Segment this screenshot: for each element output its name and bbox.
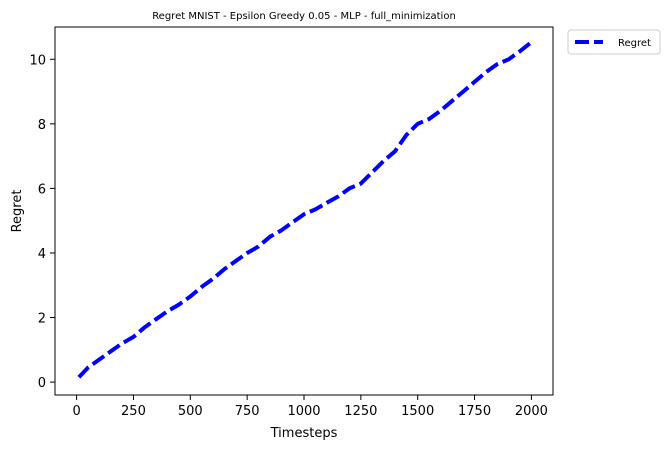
x-tick-label: 1750 (458, 404, 491, 419)
x-tick-label: 1250 (344, 404, 377, 419)
y-axis-label: Regret (10, 190, 25, 233)
y-tick-label: 8 (38, 118, 46, 133)
plot-area (77, 41, 532, 379)
x-tick-label: 1500 (401, 404, 434, 419)
y-tick-label: 6 (38, 182, 46, 197)
y-tick-label: 4 (38, 247, 46, 262)
x-axis: 0 250 500 750 1000 1250 1500 1750 2000 (72, 395, 548, 419)
regret-series-line (77, 41, 532, 379)
legend: Regret (567, 29, 661, 55)
chart-title: Regret MNIST - Epsilon Greedy 0.05 - MLP… (152, 11, 456, 22)
x-tick-label: 250 (121, 404, 146, 419)
x-axis-label: Timesteps (270, 426, 338, 441)
y-tick-label: 0 (38, 376, 46, 391)
x-tick-label: 750 (235, 404, 260, 419)
y-tick-label: 10 (29, 53, 46, 68)
legend-label: Regret (618, 38, 651, 49)
legend-box (567, 29, 661, 55)
x-tick-label: 500 (178, 404, 203, 419)
x-tick-label: 1000 (287, 404, 320, 419)
y-axis: 0 2 4 6 8 10 (29, 53, 55, 391)
y-tick-label: 2 (38, 312, 46, 327)
x-tick-label: 2000 (515, 404, 548, 419)
x-tick-label: 0 (72, 404, 80, 419)
